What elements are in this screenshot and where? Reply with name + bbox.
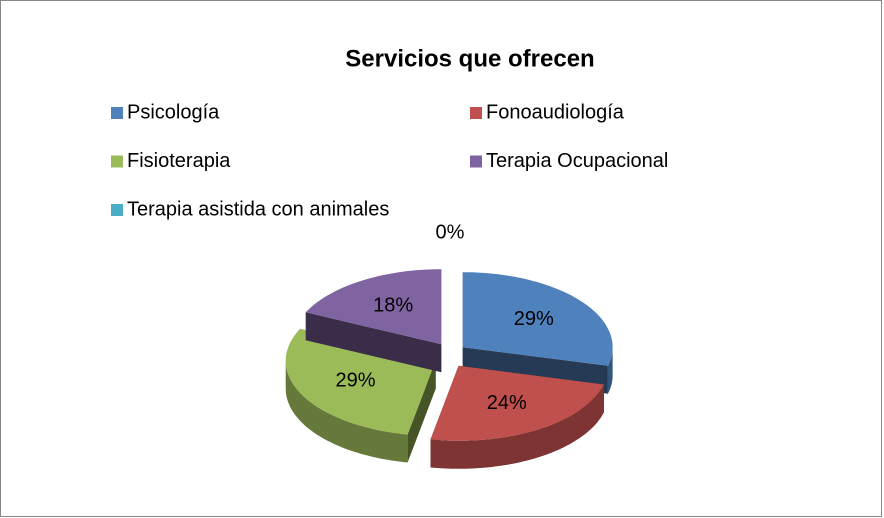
legend-swatch — [111, 107, 123, 119]
data-label: 18% — [373, 294, 413, 316]
chart-title: Servicios que ofrecen — [345, 45, 594, 72]
data-label: 29% — [514, 308, 554, 330]
legend-swatch — [111, 204, 123, 216]
legend-label: Terapia Ocupacional — [486, 150, 668, 172]
legend-label: Fonoaudiología — [486, 101, 625, 123]
slice-wall — [430, 384, 604, 469]
slice-top — [305, 269, 442, 345]
pie-slice — [430, 365, 604, 469]
slice-wall — [607, 347, 613, 394]
slice-side-face — [305, 312, 442, 373]
legend-label: Terapia asistida con animales — [127, 198, 389, 220]
legend-swatch — [470, 155, 482, 168]
legend-swatch — [470, 107, 482, 119]
slice-wall — [285, 360, 408, 463]
legend-label: Fisioterapia — [127, 150, 231, 172]
data-label: 24% — [487, 392, 527, 414]
data-label: 0% — [436, 222, 465, 244]
slice-top — [430, 365, 604, 441]
slice-top — [462, 272, 613, 366]
data-label: 29% — [336, 370, 376, 392]
legend-label: Psicología — [127, 101, 220, 123]
pie-slice — [305, 269, 442, 373]
legend-swatch — [111, 155, 123, 168]
